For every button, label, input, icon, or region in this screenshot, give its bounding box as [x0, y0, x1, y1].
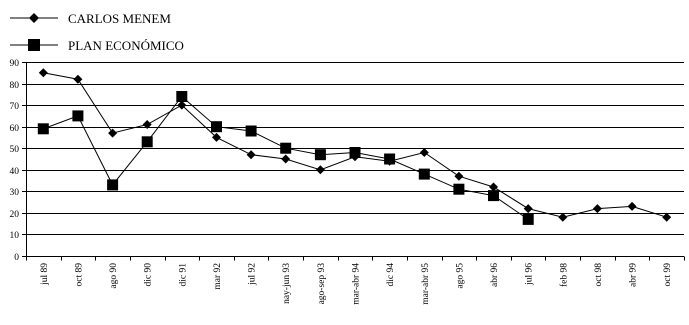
square-marker [418, 168, 430, 180]
x-tick-label: jul 89 [40, 263, 50, 286]
x-tick-label: oct 89 [74, 263, 84, 287]
x-tick-label: ago 95 [455, 263, 465, 289]
x-tick-label: feb 98 [558, 263, 569, 287]
legend-item-series-1: CARLOS MENEM [10, 11, 171, 26]
diamond-marker [38, 68, 48, 78]
diamond-marker [662, 212, 672, 222]
series-2 [37, 91, 534, 225]
x-tick-label: ago 90 [109, 263, 119, 289]
diamond-marker [419, 148, 429, 157]
square-marker [72, 110, 84, 122]
x-tick-label: oct 99 [663, 263, 673, 287]
x-tick-label: mar 92 [213, 263, 223, 290]
square-marker [314, 149, 326, 161]
y-axis-ticks: 0 10 20 30 40 50 60 70 80 90 [10, 59, 26, 263]
square-marker [176, 91, 188, 102]
square-marker [488, 190, 499, 202]
x-tick-label: ago-sep 93 [317, 263, 327, 305]
x-tick-label: oct 98 [594, 263, 604, 287]
axes [26, 62, 684, 257]
square-marker [141, 136, 153, 148]
diamond-marker [142, 120, 152, 129]
x-tick-label: dic 94 [386, 263, 396, 287]
y-tick-label: 90 [10, 59, 20, 69]
legend-item-series-2: PLAN ECONÓMICO [10, 38, 184, 53]
square-marker [245, 125, 257, 137]
y-tick-label: 40 [10, 167, 20, 177]
y-tick-label: 80 [10, 81, 20, 91]
diamond-marker [627, 201, 637, 211]
diamond-marker [592, 204, 602, 214]
x-axis-ticks: jul 89 oct 89 ago 90 dic 90 dic 91 mar 92 jul … [26, 256, 685, 305]
x-tick-label: dic 90 [144, 263, 154, 287]
y-tick-label: 10 [10, 231, 20, 241]
diamond-marker [212, 132, 221, 142]
legend-square-marker [28, 39, 40, 51]
x-tick-label: dic 91 [178, 263, 188, 287]
legend: CARLOS MENEM PLAN ECONÓMICO [10, 11, 184, 53]
square-marker [522, 213, 534, 225]
x-tick-label: nay-jun 93 [282, 263, 292, 304]
y-tick-label: 50 [10, 145, 20, 155]
y-tick-label: 20 [10, 210, 20, 220]
diamond-marker [454, 171, 464, 181]
square-marker [37, 123, 49, 135]
square-marker [453, 183, 465, 195]
y-tick-label: 0 [14, 253, 19, 263]
series-line-1 [43, 72, 667, 218]
series-group [37, 68, 672, 225]
diamond-marker [73, 74, 83, 84]
y-tick-label: 70 [10, 102, 20, 112]
diamond-marker [281, 154, 291, 164]
diamond-marker [177, 100, 187, 110]
y-tick-label: 60 [10, 124, 20, 134]
x-tick-label: abr 99 [629, 263, 639, 287]
diamond-marker [108, 128, 118, 138]
gridlines [26, 62, 684, 235]
x-tick-label: abr 96 [490, 263, 500, 287]
x-tick-label: jul 92 [248, 263, 258, 286]
diamond-marker [489, 182, 498, 192]
x-tick-label: jul 96 [525, 263, 535, 286]
legend-label-series-1: CARLOS MENEM [68, 11, 171, 26]
square-marker [211, 121, 222, 133]
square-marker [107, 179, 119, 191]
diamond-marker [315, 165, 325, 175]
legend-label-series-2: PLAN ECONÓMICO [68, 38, 184, 53]
x-tick-label: mar-abr 94 [352, 263, 362, 305]
square-marker [349, 147, 361, 158]
y-tick-label: 30 [10, 188, 20, 198]
legend-diamond-marker [29, 13, 39, 23]
diamond-marker [246, 150, 256, 160]
square-marker [384, 153, 396, 165]
x-tick-label: mar-abr 95 [421, 263, 431, 305]
series-1 [38, 68, 672, 222]
diamond-marker [558, 212, 568, 222]
square-marker [280, 142, 292, 154]
diamond-marker [523, 204, 533, 214]
